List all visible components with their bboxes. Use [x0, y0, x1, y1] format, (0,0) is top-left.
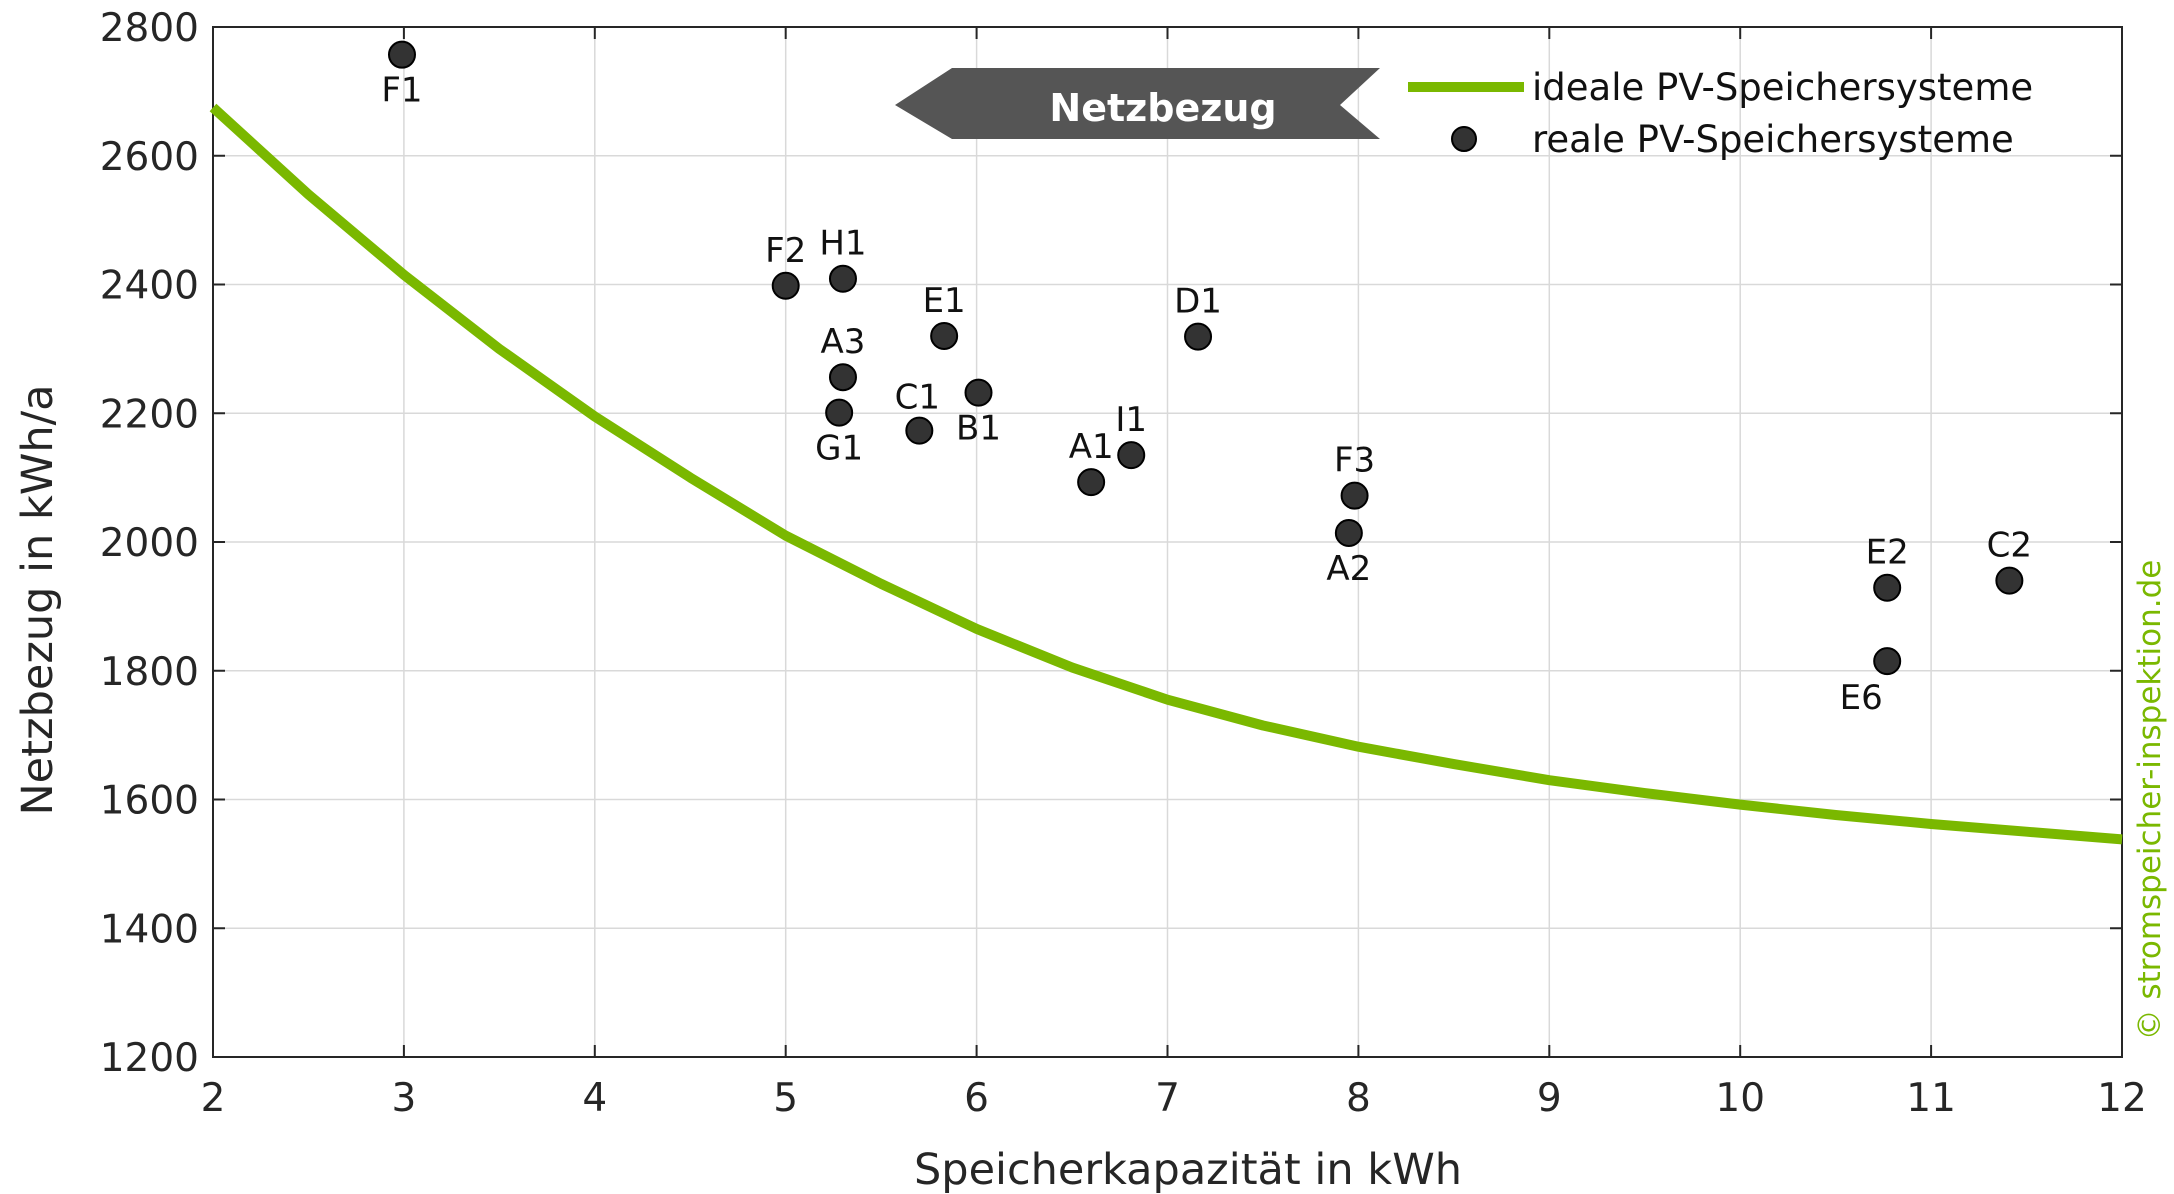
data-point-label-b1: B1: [956, 409, 1001, 449]
data-point-f1: [387, 40, 416, 69]
y-tick-label: 1600: [100, 779, 199, 824]
legend: ideale PV-Speichersysteme reale PV-Speic…: [1408, 66, 2033, 161]
x-tick-label: 4: [582, 1076, 607, 1121]
y-tick-label: 1800: [100, 650, 199, 695]
data-point-label-e2: E2: [1866, 533, 1909, 573]
x-tick-label: 11: [1906, 1076, 1956, 1121]
y-tick-label: 2800: [100, 6, 199, 51]
data-point-d1: [1184, 322, 1213, 351]
data-point-label-h1: H1: [819, 224, 866, 264]
x-tick-label: 12: [2097, 1076, 2147, 1121]
arrow-shape: [895, 68, 1380, 139]
data-point-label-c2: C2: [1987, 526, 2032, 566]
x-tick-label: 5: [773, 1076, 798, 1121]
data-point-e6: [1873, 647, 1902, 676]
x-axis-label: Speicherkapazität in kWh: [914, 1145, 1462, 1194]
data-point-e1: [930, 322, 959, 350]
y-tick-label: 2000: [100, 521, 199, 566]
grid: [212, 26, 2123, 1058]
data-point-label-f1: F1: [381, 71, 422, 111]
copyright-credit: © stromspeicher-inspektion.de: [2132, 560, 2168, 1041]
data-point-a2: [1334, 518, 1363, 547]
x-tick-label: 7: [1155, 1076, 1180, 1121]
data-point-label-e6: E6: [1840, 678, 1883, 718]
data-point-g1: [825, 398, 854, 427]
data-point-f2: [771, 271, 800, 300]
x-tick-label: 8: [1346, 1076, 1371, 1121]
data-point-label-e1: E1: [923, 281, 966, 321]
y-tick-label: 1200: [100, 1036, 199, 1081]
x-tick-label: 6: [964, 1076, 989, 1121]
data-point-label-f2: F2: [765, 231, 806, 271]
legend-marker-swatch: [1451, 126, 1477, 152]
data-point-i1: [1117, 441, 1146, 470]
y-axis-label: Netzbezug in kWh/a: [13, 385, 63, 816]
data-point-a1: [1077, 468, 1106, 497]
data-point-label-a2: A2: [1326, 549, 1371, 589]
data-point-e2: [1873, 573, 1902, 602]
data-point-a3: [828, 363, 857, 392]
data-point-label-i1: I1: [1115, 400, 1147, 440]
data-point-f3: [1340, 481, 1369, 510]
y-tick-label: 2200: [100, 392, 199, 437]
data-point-h1: [828, 264, 857, 293]
data-point-c1: [905, 416, 934, 445]
legend-label-real: reale PV-Speichersysteme: [1532, 118, 2014, 161]
data-point-label-g1: G1: [815, 429, 863, 469]
x-tick-label: 10: [1715, 1076, 1765, 1121]
data-point-label-a3: A3: [821, 322, 866, 362]
data-point-label-c1: C1: [895, 378, 940, 418]
data-point-label-d1: D1: [1174, 282, 1222, 322]
data-point-label-f3: F3: [1334, 441, 1375, 481]
curve-layer: [209, 103, 2123, 845]
axis-ticks: 2 3 4 5 6 7 8 9 10 11 12 1200 1400 1600 1800 2000 2200 24…: [100, 6, 2147, 1121]
data-point-c2: [1995, 566, 2024, 595]
ideal-curve-line: [209, 103, 2123, 845]
plot-frame: [212, 26, 2123, 1058]
x-tick-label: 2: [201, 1076, 226, 1121]
y-tick-label: 2600: [100, 135, 199, 180]
arrow-label: Netzbezug: [1049, 86, 1276, 130]
data-point-b1: [964, 378, 993, 407]
netzbezug-arrow: Netzbezug: [895, 68, 1380, 139]
y-tick-label: 2400: [100, 264, 199, 309]
x-tick-label: 3: [391, 1076, 416, 1121]
data-point-label-a1: A1: [1069, 427, 1114, 467]
y-tick-label: 1400: [100, 907, 199, 952]
x-tick-label: 9: [1537, 1076, 1562, 1121]
legend-label-ideal: ideale PV-Speichersysteme: [1532, 66, 2033, 109]
